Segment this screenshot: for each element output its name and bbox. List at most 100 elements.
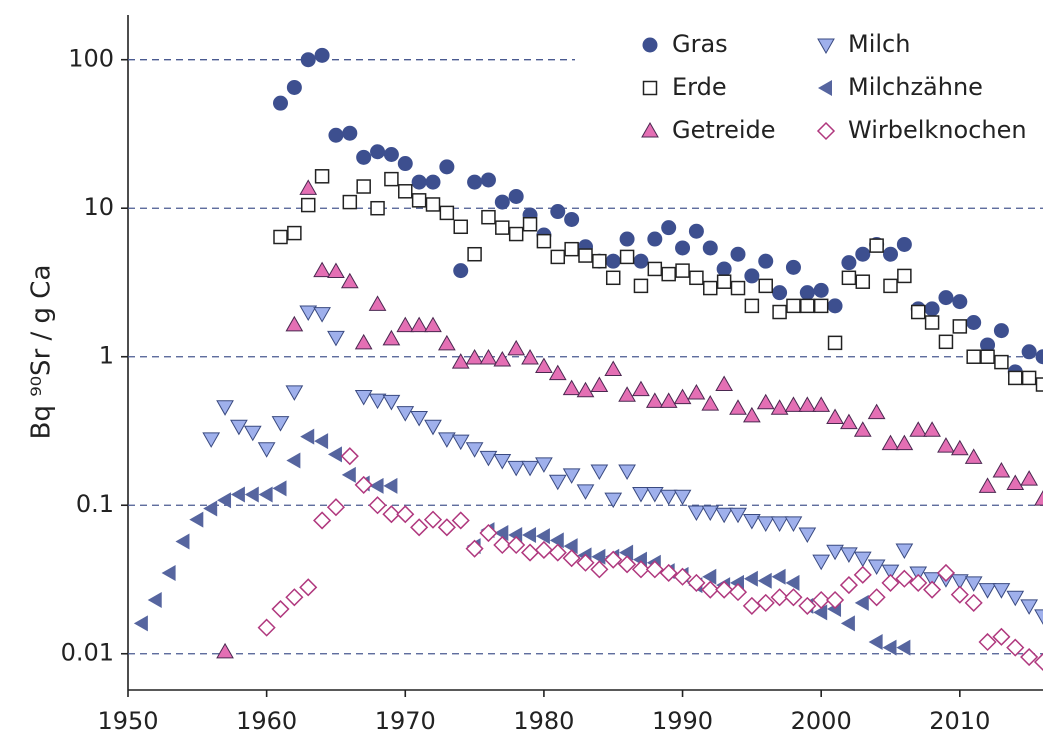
data-point: [438, 432, 456, 448]
data-point: [592, 253, 607, 269]
data-point: [1035, 349, 1043, 365]
data-point: [964, 448, 983, 464]
data-point: [924, 301, 940, 317]
data-point: [994, 354, 1009, 370]
data-point: [1020, 599, 1038, 615]
data-point: [742, 596, 761, 615]
data-point: [273, 229, 288, 245]
data-point: [328, 127, 344, 143]
data-point: [744, 298, 760, 314]
legend-label: Milch: [848, 30, 910, 58]
data-point: [827, 298, 843, 314]
data-point: [383, 146, 399, 162]
data-point: [923, 580, 942, 599]
data-point: [300, 52, 316, 68]
data-point: [855, 246, 871, 262]
data-point: [604, 550, 623, 569]
data-point: [784, 396, 803, 412]
data-point: [978, 583, 997, 599]
data-point: [812, 396, 831, 412]
data-point: [535, 528, 550, 545]
data-point: [618, 555, 637, 574]
data-point: [923, 572, 941, 588]
data-point: [966, 349, 981, 364]
data-point: [465, 442, 484, 458]
data-point: [701, 580, 720, 599]
data-point: [479, 523, 498, 543]
data-point: [659, 392, 678, 408]
data-point: [881, 564, 900, 581]
data-point: [216, 642, 234, 659]
data-point: [424, 316, 442, 333]
data-point: [536, 233, 552, 249]
x-tick-label: 1960: [236, 707, 297, 735]
data-point: [813, 282, 829, 298]
data-point: [952, 294, 968, 310]
data-point: [673, 388, 692, 405]
data-point: [729, 399, 747, 415]
data-point: [702, 568, 717, 585]
data-point: [257, 442, 276, 458]
data-point: [272, 480, 287, 497]
data-point: [950, 574, 969, 590]
data-point: [883, 278, 898, 294]
data-point: [494, 525, 509, 542]
data-point: [507, 460, 526, 477]
data-point: [230, 486, 245, 503]
data-point: [798, 527, 817, 544]
data-point: [744, 268, 760, 284]
data-point: [398, 184, 413, 199]
data-point: [370, 144, 386, 160]
data-point: [743, 406, 761, 423]
data-point: [465, 349, 484, 365]
data-point: [784, 588, 803, 607]
data-point: [396, 316, 415, 333]
data-point: [1034, 609, 1043, 625]
data-point: [438, 334, 456, 351]
data-point: [716, 274, 732, 289]
data-point: [562, 468, 581, 484]
data-point: [493, 535, 512, 555]
legend-bg: [814, 25, 1034, 65]
data-point: [853, 551, 872, 568]
data-point: [730, 246, 746, 262]
data-point: [271, 599, 290, 619]
data-point: [313, 307, 331, 323]
data-point: [743, 513, 761, 530]
data-point: [1033, 652, 1043, 672]
y-tick-label: 0.1: [76, 490, 114, 518]
data-point: [703, 280, 718, 296]
data-point: [841, 270, 857, 286]
data-point: [855, 274, 871, 289]
data-point: [453, 263, 469, 279]
legend-label: Gras: [672, 30, 728, 58]
data-point: [992, 583, 1011, 599]
data-point: [784, 516, 803, 532]
data-point: [382, 505, 401, 524]
data-point: [895, 569, 914, 588]
data-point: [992, 627, 1011, 646]
data-point: [936, 563, 956, 583]
x-tick-label: 2010: [929, 707, 990, 735]
data-point: [661, 220, 677, 236]
data-point: [924, 315, 940, 330]
data-point: [867, 588, 886, 607]
x-tick-label: 2000: [791, 707, 852, 735]
data-point: [673, 567, 692, 586]
data-point: [495, 220, 510, 235]
data-point: [604, 360, 623, 377]
data-point: [354, 475, 373, 494]
data-point: [189, 511, 204, 528]
data-point: [285, 385, 304, 401]
data-point: [370, 200, 385, 216]
data-point: [869, 238, 884, 253]
data-point: [826, 408, 844, 424]
data-point: [772, 285, 788, 301]
data-point: [244, 486, 259, 503]
data-point: [647, 261, 663, 277]
data-point: [161, 564, 176, 581]
data-point: [590, 464, 609, 481]
data-point: [467, 246, 482, 262]
data-point: [273, 95, 288, 111]
data-point: [993, 323, 1009, 339]
